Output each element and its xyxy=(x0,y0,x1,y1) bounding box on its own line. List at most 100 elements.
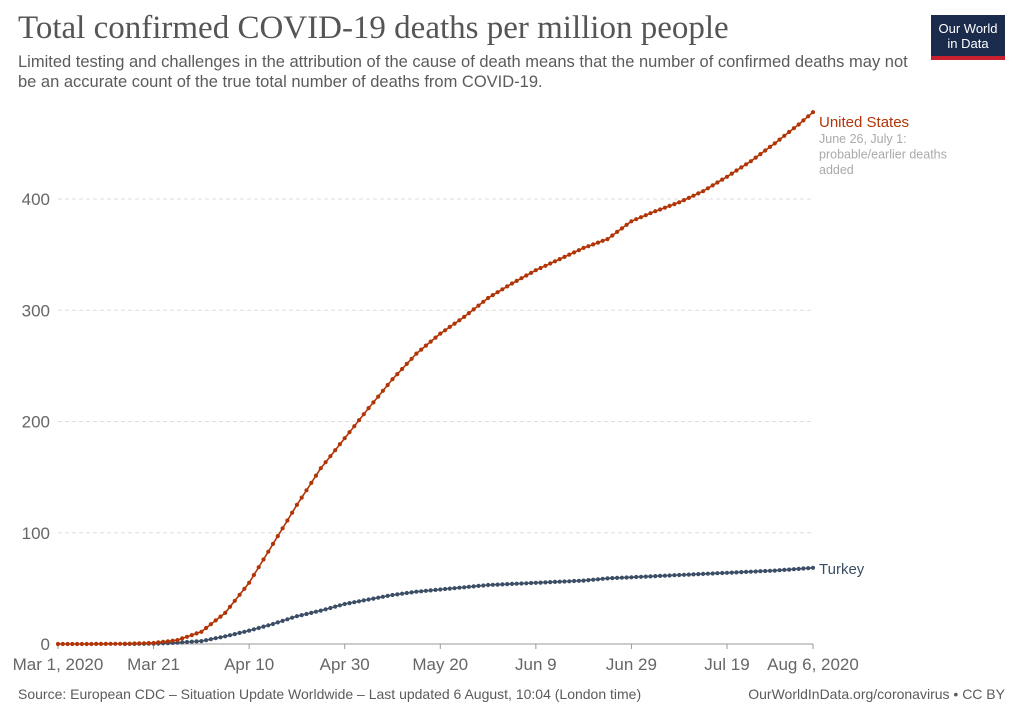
credit-link[interactable]: OurWorldInData.org/coronavirus • CC BY xyxy=(748,686,1005,702)
data-point-turkey xyxy=(452,586,457,591)
data-point-turkey xyxy=(486,582,491,588)
data-point-turkey xyxy=(242,629,247,634)
data-point-turkey xyxy=(701,571,706,577)
data-point-united_states xyxy=(500,287,505,292)
data-point-united_states xyxy=(304,488,309,493)
data-point-turkey xyxy=(638,574,644,579)
data-point-turkey xyxy=(361,598,366,603)
data-point-turkey xyxy=(438,587,443,592)
data-point-turkey xyxy=(223,634,228,639)
data-point-united_states xyxy=(60,641,65,647)
data-point-united_states xyxy=(376,394,381,399)
data-point-united_states xyxy=(758,152,763,157)
data-point-turkey xyxy=(538,580,543,585)
data-point-turkey xyxy=(433,587,438,593)
x-tick-label: Apr 30 xyxy=(320,655,370,674)
data-point-united_states xyxy=(247,580,252,585)
data-point-turkey xyxy=(591,577,596,582)
data-point-turkey xyxy=(237,630,242,636)
data-point-turkey xyxy=(586,578,591,583)
data-point-united_states xyxy=(443,328,448,333)
data-point-turkey xyxy=(447,586,452,591)
data-point-turkey xyxy=(184,639,190,645)
owid-logo[interactable]: Our World in Data xyxy=(931,15,1005,60)
data-point-united_states xyxy=(481,299,486,304)
data-point-turkey xyxy=(543,580,548,585)
data-point-united_states xyxy=(810,110,816,115)
data-point-united_states xyxy=(342,436,347,441)
data-point-united_states xyxy=(218,614,223,619)
data-point-turkey xyxy=(290,615,295,620)
data-point-united_states xyxy=(227,604,233,609)
data-point-united_states xyxy=(552,259,558,264)
y-tick-label: 0 xyxy=(41,635,50,654)
data-point-united_states xyxy=(619,226,625,231)
data-point-united_states xyxy=(333,448,338,453)
x-tick-label: Mar 21 xyxy=(127,655,180,674)
data-point-turkey xyxy=(629,575,634,580)
data-point-turkey xyxy=(294,614,299,619)
x-tick-label: Apr 10 xyxy=(224,655,274,674)
data-point-turkey xyxy=(667,573,672,578)
data-point-united_states xyxy=(189,633,194,638)
data-point-united_states xyxy=(285,518,290,523)
data-point-united_states xyxy=(75,641,80,647)
data-point-united_states xyxy=(94,641,99,647)
data-point-turkey xyxy=(476,583,481,589)
data-point-united_states xyxy=(486,295,491,301)
data-point-turkey xyxy=(495,582,500,587)
data-point-united_states xyxy=(132,641,137,646)
data-point-united_states xyxy=(509,281,515,286)
data-point-turkey xyxy=(662,573,668,578)
data-point-united_states xyxy=(294,502,299,507)
data-point-turkey xyxy=(371,596,376,601)
data-point-turkey xyxy=(557,579,562,584)
data-point-united_states xyxy=(739,165,744,170)
data-point-turkey xyxy=(404,590,409,596)
data-point-united_states xyxy=(275,534,280,539)
data-point-united_states xyxy=(113,641,118,646)
data-point-united_states xyxy=(753,155,758,160)
data-point-united_states xyxy=(390,377,395,382)
data-point-turkey xyxy=(806,566,811,571)
data-point-united_states xyxy=(610,233,615,238)
data-point-united_states xyxy=(524,273,529,278)
data-point-turkey xyxy=(734,570,739,575)
data-point-united_states xyxy=(505,284,510,289)
data-point-united_states xyxy=(782,133,787,138)
data-point-united_states xyxy=(70,641,75,647)
data-point-turkey xyxy=(796,566,801,572)
data-point-united_states xyxy=(562,254,567,259)
data-point-united_states xyxy=(290,510,295,515)
data-point-united_states xyxy=(414,351,419,356)
data-point-united_states xyxy=(557,257,562,262)
data-point-turkey xyxy=(696,572,701,577)
data-point-united_states xyxy=(615,229,620,234)
data-point-united_states xyxy=(763,148,768,153)
data-point-turkey xyxy=(772,568,777,573)
data-point-turkey xyxy=(347,601,352,606)
data-point-turkey xyxy=(490,582,495,587)
data-point-united_states xyxy=(705,186,711,191)
data-point-turkey xyxy=(409,590,414,595)
data-point-turkey xyxy=(787,567,792,572)
data-point-turkey xyxy=(342,601,347,607)
logo-line-1: Our World xyxy=(938,21,998,36)
data-point-turkey xyxy=(204,638,209,643)
data-point-turkey xyxy=(791,567,797,572)
data-point-turkey xyxy=(414,589,419,594)
data-point-united_states xyxy=(261,557,266,562)
data-point-turkey xyxy=(524,581,529,586)
data-point-turkey xyxy=(634,574,639,580)
data-point-turkey xyxy=(366,597,371,602)
data-point-turkey xyxy=(686,572,691,577)
data-point-united_states xyxy=(313,473,319,478)
data-point-united_states xyxy=(151,640,156,646)
data-point-turkey xyxy=(562,579,567,584)
data-point-united_states xyxy=(366,406,371,411)
data-point-united_states xyxy=(103,641,108,647)
data-point-united_states xyxy=(629,219,634,224)
data-point-turkey xyxy=(266,623,271,628)
data-point-turkey xyxy=(758,569,763,574)
data-point-united_states xyxy=(734,168,739,173)
